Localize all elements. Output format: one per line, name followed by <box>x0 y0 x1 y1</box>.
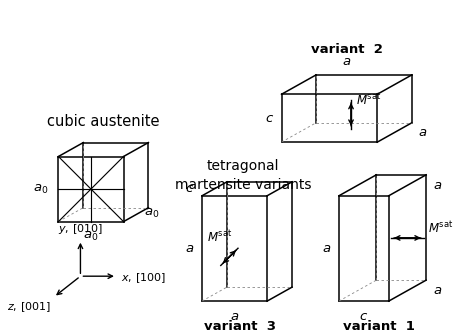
Text: tetragonal
martensite variants: tetragonal martensite variants <box>175 159 311 192</box>
Text: $a$: $a$ <box>185 242 194 255</box>
Text: $a$: $a$ <box>433 179 442 192</box>
Text: $c$: $c$ <box>359 310 368 323</box>
Text: $a$: $a$ <box>433 284 442 297</box>
Text: $a_0$: $a_0$ <box>144 207 160 220</box>
Text: variant  1: variant 1 <box>343 320 415 333</box>
Text: $a$: $a$ <box>230 310 239 323</box>
Text: $x,\,[100]$: $x,\,[100]$ <box>121 271 166 285</box>
Text: $a_0$: $a_0$ <box>83 230 99 243</box>
Text: variant  3: variant 3 <box>203 320 275 333</box>
Text: $M^{\rm sat}$: $M^{\rm sat}$ <box>356 92 381 108</box>
Text: $y,\,[010]$: $y,\,[010]$ <box>58 222 103 236</box>
Text: $c$: $c$ <box>265 112 274 125</box>
Text: $M^{\rm sat}$: $M^{\rm sat}$ <box>207 229 233 245</box>
Text: $M^{\rm sat}$: $M^{\rm sat}$ <box>428 220 453 236</box>
Text: variant  2: variant 2 <box>310 43 383 56</box>
Text: $a$: $a$ <box>322 242 331 255</box>
Text: cubic austenite: cubic austenite <box>47 114 160 129</box>
Text: $z,\,[001]$: $z,\,[001]$ <box>7 300 52 314</box>
Text: $a_0$: $a_0$ <box>34 183 49 196</box>
Text: $a$: $a$ <box>419 126 428 139</box>
Text: $c$: $c$ <box>185 182 194 195</box>
Text: $a$: $a$ <box>342 55 351 68</box>
